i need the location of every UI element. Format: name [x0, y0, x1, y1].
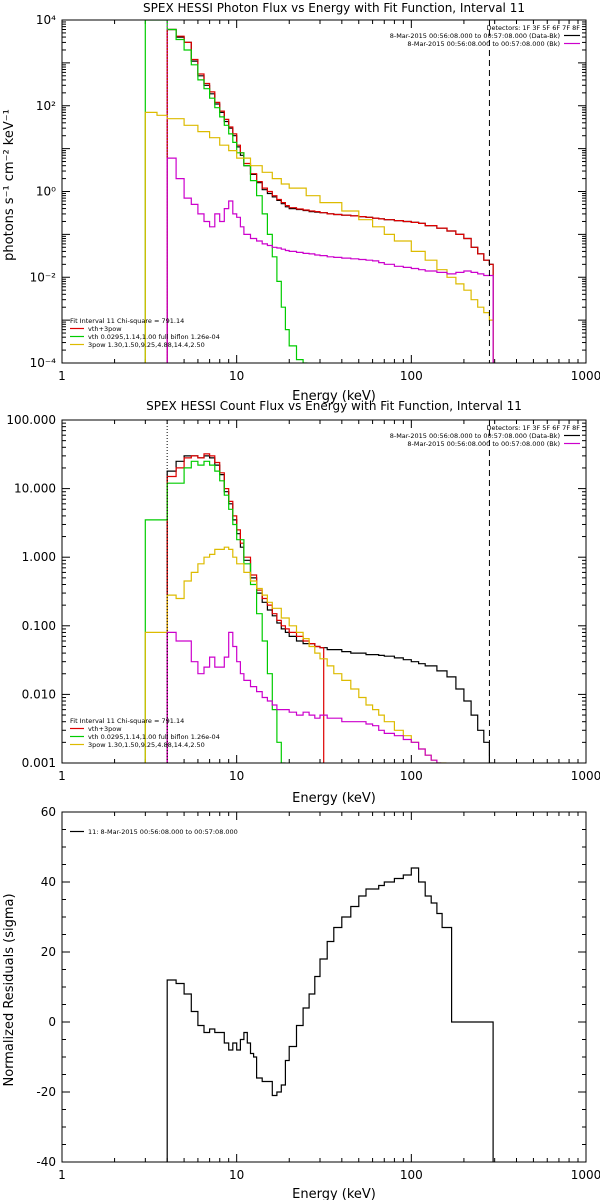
legend-bottom-entry: vth+3pow — [88, 725, 122, 733]
series-line-1 — [166, 453, 325, 763]
count-flux-plot-area: 1 10 100 1000 0.001 0.010 0.100 1.000 10.000 100.… — [6, 413, 600, 783]
legend-top-entry: 8-Mar-2015 00:56:08.000 to 00:57:08.000 … — [407, 40, 560, 48]
residuals-panel: Energy (keV) Normalized Residuals (sigma… — [2, 805, 600, 1200]
x-tick-label: 10 — [229, 769, 244, 783]
series-line-3 — [144, 111, 494, 363]
legend-bottom-entry: 3pow 1.30,1.50,9.25,4.88,14.4,2.50 — [88, 341, 205, 349]
series-line-1 — [166, 28, 494, 363]
legend-top-entry: 8-Mar-2015 00:56:08.000 to 00:57:08.000 … — [390, 32, 560, 40]
legend-bottom-entry: 3pow 1.30,1.50,9.25,4.88,14.4,2.50 — [88, 741, 205, 749]
x-tick-label: 1000 — [571, 369, 600, 383]
residuals-xlabel: Energy (keV) — [292, 1187, 376, 1200]
y-tick-label: 0.100 — [22, 619, 56, 633]
y-tick-label: 60 — [41, 805, 56, 819]
y-tick-label: 20 — [41, 945, 56, 959]
legend-bottom-header: Fit Interval 11 Chi-square = 791.14 — [70, 717, 184, 725]
x-tick-label: 1 — [58, 369, 66, 383]
plot-frame — [61, 419, 587, 764]
series-line-0 — [166, 455, 494, 763]
count-flux-panel: SPEX HESSI Count Flux vs Energy with Fit… — [6, 399, 600, 806]
y-tick-label: 0 — [48, 1015, 56, 1029]
x-tick-label: 10 — [229, 369, 244, 383]
series-group — [144, 453, 494, 763]
photon-flux-xlabel: Energy (keV) — [292, 389, 376, 404]
photon-flux-panel: SPEX HESSI Photon Flux vs Energy with Fi… — [2, 1, 600, 404]
y-tick-label: 100.000 — [6, 413, 56, 427]
y-tick-label: 10.000 — [14, 482, 56, 496]
residuals-plot-area: 1 10 100 1000 -40 -20 0 20 40 60 11: 8-Mar-2015 00… — [36, 805, 600, 1182]
count-flux-xlabel: Energy (keV) — [292, 791, 376, 806]
y-tick-label: 10⁴ — [36, 13, 56, 27]
plot-frame — [61, 19, 587, 364]
y-tick-label: 40 — [41, 875, 56, 889]
y-tick-label: 1.000 — [22, 550, 56, 564]
x-tick-label: 1 — [58, 769, 66, 783]
series-line-2 — [144, 460, 286, 763]
series-line-0 — [166, 28, 494, 363]
x-tick-label: 1000 — [571, 1168, 600, 1182]
legend-top-entry: 8-Mar-2015 00:56:08.000 to 00:57:08.000 … — [407, 440, 560, 448]
y-tick-label: 10⁻² — [30, 270, 57, 284]
x-tick-label: 10 — [229, 1168, 244, 1182]
y-tick-label: 0.001 — [22, 756, 56, 770]
series-line-0 — [166, 867, 494, 1162]
count-flux-title: SPEX HESSI Count Flux vs Energy with Fit… — [146, 399, 522, 413]
x-tick-label: 100 — [400, 1168, 423, 1182]
series-line-4 — [166, 631, 442, 763]
legend-bottom-entry: vth 0.0295,1.14,1.00 full biflon 1.26e-0… — [88, 333, 220, 341]
y-tick-label: -40 — [36, 1155, 56, 1169]
y-tick-label: 10² — [36, 99, 56, 113]
series-line-2 — [144, 20, 308, 363]
x-tick-label: 1000 — [571, 769, 600, 783]
legend-top-header: Detectors: 1F 3F 5F 6F 7F 8F — [486, 424, 580, 432]
y-tick-label: -20 — [36, 1085, 56, 1099]
series-group — [144, 20, 494, 363]
legend-bottom-entry: vth+3pow — [88, 325, 122, 333]
legend-top-entry: 8-Mar-2015 00:56:08.000 to 00:57:08.000 … — [390, 432, 560, 440]
photon-flux-ylabel: photons s⁻¹ cm⁻² keV⁻¹ — [2, 109, 17, 261]
plot-frame — [61, 811, 587, 1163]
photon-flux-plot-area: 1 10 100 1000 10⁻⁴ 10⁻² 10⁰ 10² 10⁴ Detectors: 1F… — [30, 13, 600, 383]
residuals-ylabel: Normalized Residuals (sigma) — [2, 893, 17, 1086]
y-tick-label: 10⁰ — [36, 185, 56, 199]
x-tick-label: 100 — [400, 369, 423, 383]
y-tick-label: 10⁻⁴ — [30, 356, 57, 370]
legend-bottom-header: Fit Interval 11 Chi-square = 791.14 — [70, 317, 184, 325]
series-line-3 — [144, 546, 447, 763]
y-tick-label: 0.010 — [22, 687, 56, 701]
series-group — [166, 867, 494, 1162]
legend-top-entry: 11: 8-Mar-2015 00:56:08.000 to 00:57:08.… — [88, 828, 238, 836]
x-tick-label: 100 — [400, 769, 423, 783]
legend-top-header: Detectors: 1F 3F 5F 6F 7F 8F — [486, 24, 580, 32]
photon-flux-title: SPEX HESSI Photon Flux vs Energy with Fi… — [143, 1, 525, 15]
legend-bottom-entry: vth 0.0295,1.14,1.00 full biflon 1.26e-0… — [88, 733, 220, 741]
series-line-4 — [166, 157, 494, 363]
x-tick-label: 1 — [58, 1168, 66, 1182]
